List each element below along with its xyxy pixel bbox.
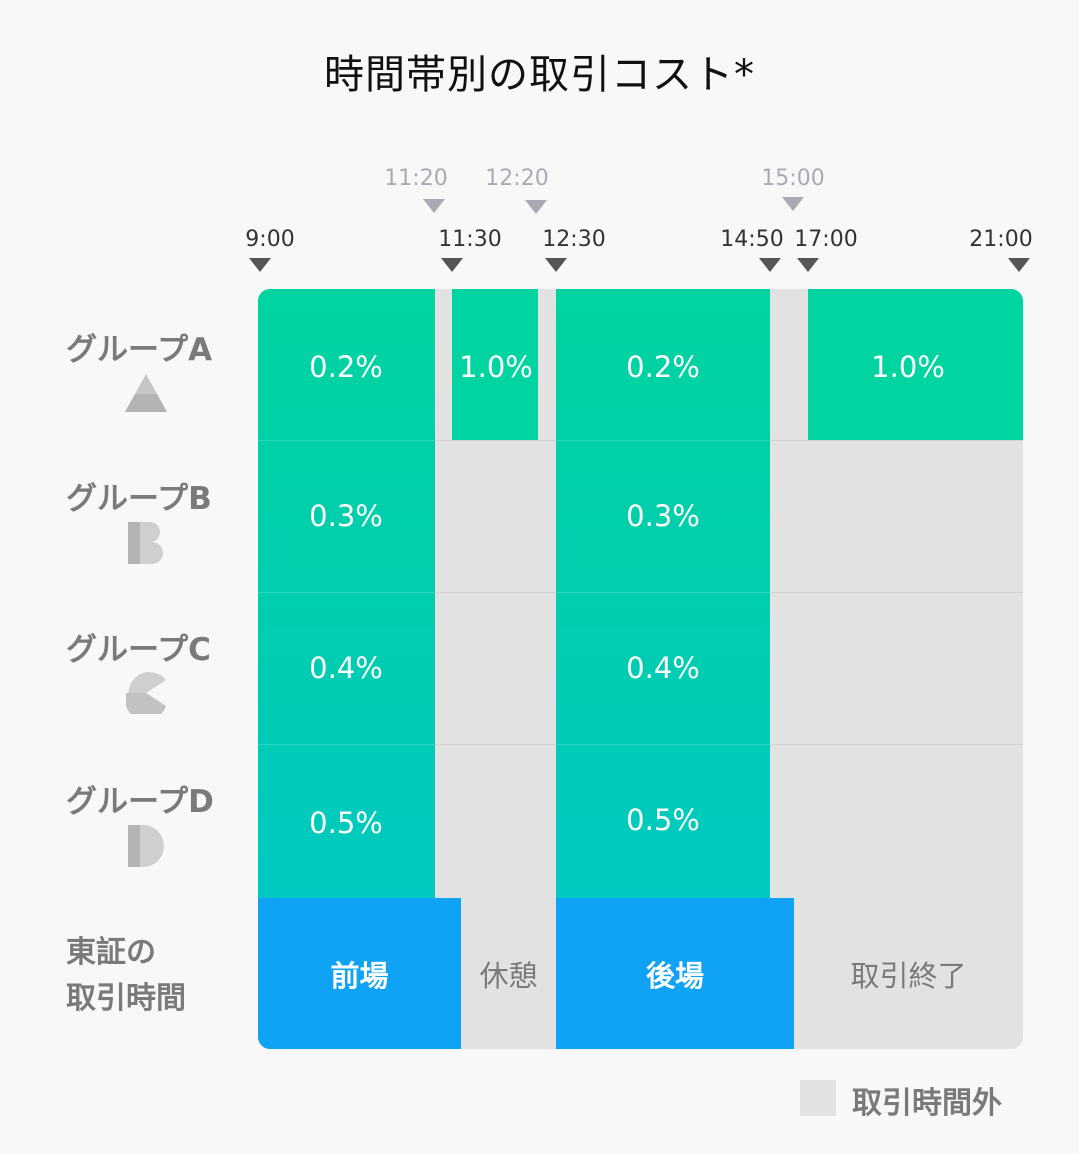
tick-marker-top — [525, 200, 547, 214]
cost-label: 0.3% — [626, 499, 700, 533]
bar-groupA-evening — [808, 289, 1023, 440]
cost-label: 1.0% — [871, 350, 945, 384]
tick-marker — [249, 258, 271, 272]
tick-label: 9:00 — [245, 227, 295, 252]
tick-label: 21:00 — [969, 227, 1033, 252]
bar-groupA-lunch — [452, 289, 538, 440]
tse-label-line1: 東証の — [66, 935, 156, 970]
tick-label-top: 15:00 — [761, 166, 825, 191]
legend-swatch-off-hours — [800, 1080, 836, 1116]
cost-label: 0.4% — [626, 651, 700, 685]
tse-break: 休憩 — [461, 898, 556, 1049]
tse-closed: 取引終了 — [794, 898, 1023, 1049]
tick-marker — [1008, 258, 1030, 272]
row-label-group-b: グループB — [66, 481, 212, 517]
tse-session-afternoon: 後場 — [556, 898, 794, 1049]
tick-label-top: 11:20 — [384, 166, 448, 191]
cost-label: 0.2% — [309, 350, 383, 384]
tick-marker-top — [782, 197, 804, 211]
cost-grid: 0.2% 1.0% 0.2% 1.0% 0.3% 0.3% 0.4% 0.4% … — [258, 289, 1023, 1049]
tick-label: 11:30 — [438, 227, 502, 252]
chart-title: 時間帯別の取引コスト* — [324, 52, 755, 98]
bar-morning — [258, 289, 435, 898]
tick-label: 14:50 — [720, 227, 784, 252]
tick-marker — [441, 258, 463, 272]
row-label-group-d: グループD — [66, 784, 214, 820]
cost-label: 0.3% — [309, 499, 383, 533]
pacman-c-icon — [126, 672, 166, 714]
cost-label: 0.2% — [626, 350, 700, 384]
cost-label: 0.4% — [309, 651, 383, 685]
legend-label-off-hours: 取引時間外 — [852, 1086, 1002, 1121]
tick-marker-top — [423, 199, 445, 213]
letter-b-icon — [128, 522, 163, 564]
cost-label: 1.0% — [459, 350, 533, 384]
row-label-tse: 東証の 取引時間 — [66, 930, 186, 1022]
tick-label: 12:30 — [542, 227, 606, 252]
tick-marker — [797, 258, 819, 272]
tick-marker — [545, 258, 567, 272]
tick-label: 17:00 — [794, 227, 858, 252]
tick-label-top: 12:20 — [485, 166, 549, 191]
cost-label: 0.5% — [626, 803, 700, 837]
row-label-group-a: グループA — [66, 332, 213, 368]
cost-label: 0.5% — [309, 806, 383, 840]
tse-session-morning: 前場 — [258, 898, 461, 1049]
triangle-icon — [125, 374, 167, 412]
bar-afternoon — [556, 289, 770, 898]
row-label-group-c: グループC — [66, 632, 211, 668]
tse-label-line2: 取引時間 — [66, 981, 186, 1016]
tick-marker — [759, 258, 781, 272]
letter-d-icon — [128, 825, 164, 867]
